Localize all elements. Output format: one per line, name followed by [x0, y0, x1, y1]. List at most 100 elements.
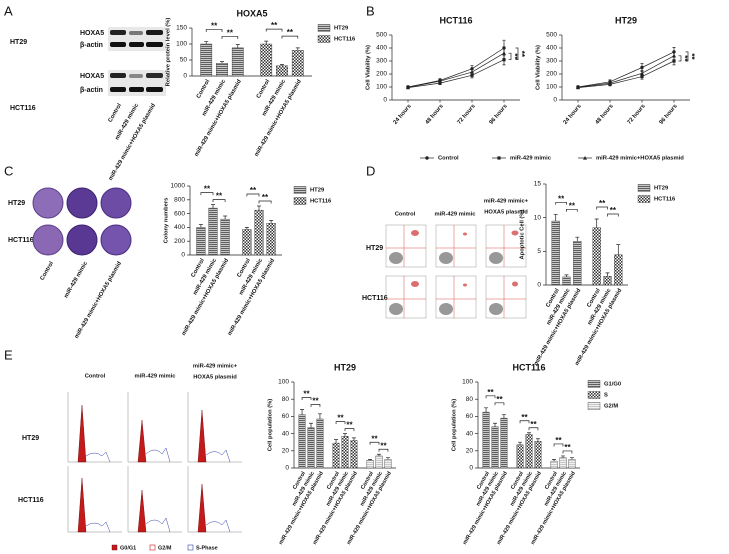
point	[470, 67, 474, 71]
y-axis-label: Relative protein level (%)	[166, 18, 172, 87]
significance-label: **	[227, 29, 234, 38]
significance-label: **	[510, 53, 519, 60]
y-axis-label: Cell population (%)	[452, 399, 458, 452]
column-label: miR-429 mimic+	[193, 364, 238, 370]
y-axis-label: Cell population (%)	[268, 399, 274, 452]
significance-label: **	[216, 192, 223, 201]
y-tick-label: 800	[174, 197, 185, 204]
bar	[208, 207, 218, 256]
significance-bracket	[485, 395, 496, 399]
legend-label: HCT116	[654, 197, 676, 203]
y-tick-label: 0	[383, 97, 387, 104]
significance-bracket	[566, 208, 578, 212]
column-label: miR-429 mimic	[435, 212, 477, 218]
significance-bracket	[205, 29, 223, 32]
legend-label: HT29	[334, 26, 349, 32]
point	[470, 70, 474, 74]
bar	[298, 414, 306, 469]
point	[497, 156, 501, 160]
y-tick-label: 500	[546, 32, 557, 39]
significance-label: **	[262, 193, 269, 202]
error-bar	[235, 44, 240, 48]
bar	[592, 227, 601, 286]
y-tick-label: 200	[174, 238, 185, 245]
error-bar	[518, 441, 523, 445]
significance-bracket	[265, 28, 283, 32]
y-tick-label: 200	[546, 71, 557, 78]
error-bar	[280, 64, 284, 66]
legend-swatch	[587, 380, 601, 388]
line	[407, 47, 505, 88]
significance-bracket	[555, 201, 567, 205]
bar	[242, 229, 252, 256]
point	[640, 75, 644, 79]
significance-bracket	[678, 55, 682, 62]
error-bar	[501, 414, 506, 419]
significance-bracket	[562, 450, 573, 454]
bar	[316, 418, 324, 469]
row-label: HCT116	[362, 295, 388, 302]
y-tick-label: 20	[282, 448, 290, 455]
significance-bracket	[378, 448, 389, 452]
legend-swatch	[317, 35, 331, 43]
significance-bracket	[258, 200, 272, 204]
error-bar	[561, 455, 565, 458]
y-tick-label: 400	[546, 45, 557, 52]
point	[425, 156, 429, 160]
bar	[341, 435, 349, 469]
panel-letter: D	[366, 163, 375, 178]
significance-bracket	[508, 52, 512, 61]
significance-label: **	[569, 201, 576, 210]
bar	[350, 440, 358, 469]
bar	[516, 444, 524, 469]
x-tick-label: 24 hours	[563, 103, 583, 125]
legend-label: G0/G1	[120, 545, 136, 551]
y-tick-label: 20	[466, 448, 474, 455]
significance-label: **	[610, 206, 617, 215]
bar	[534, 441, 542, 469]
legend-label: Control	[438, 156, 459, 162]
column-label: Control	[108, 102, 124, 123]
bar	[482, 411, 490, 469]
row-label: HCT116	[18, 497, 44, 504]
legend-swatch	[317, 24, 331, 32]
y-tick-label: 50	[180, 57, 188, 64]
y-tick-label: 400	[376, 45, 387, 52]
significance-label: **	[303, 390, 310, 399]
y-tick-label: 100	[278, 379, 289, 386]
row-label: HT29	[10, 39, 27, 46]
error-bar	[594, 218, 599, 228]
significance-bracket	[310, 404, 321, 408]
error-bar	[317, 413, 322, 419]
significance-label: **	[680, 55, 689, 62]
band-label: HOXA5	[80, 73, 104, 80]
legend-label: miR-429 mimic	[510, 156, 552, 162]
y-tick-label: 40	[466, 430, 474, 437]
column-label: Control	[395, 212, 416, 218]
y-tick-label: 15	[534, 181, 542, 188]
x-tick-label: miR-429 mimic+HOXA5 plasmid	[574, 287, 623, 366]
row-label: HT29	[8, 200, 25, 207]
bar	[614, 254, 623, 286]
error-bar	[343, 433, 347, 437]
point	[672, 59, 676, 63]
significance-bracket	[553, 443, 564, 447]
point	[576, 85, 580, 89]
y-tick-label: 60	[466, 413, 474, 420]
y-axis-label: Apoptotic Cell (%)	[520, 209, 526, 259]
error-bar	[351, 437, 356, 441]
legend-swatch	[587, 391, 601, 399]
legend-label: S-Phase	[196, 545, 218, 551]
legend-swatch	[637, 195, 651, 203]
significance-label: **	[371, 434, 378, 443]
row-label: HCT116	[10, 105, 36, 112]
point	[640, 65, 644, 70]
legend-swatch	[587, 402, 601, 410]
bar	[384, 459, 392, 469]
bar	[562, 276, 571, 286]
significance-bracket	[200, 192, 214, 196]
bar	[525, 434, 533, 469]
column-label: miR-429 mimic+	[484, 199, 529, 205]
error-bar	[385, 457, 390, 460]
